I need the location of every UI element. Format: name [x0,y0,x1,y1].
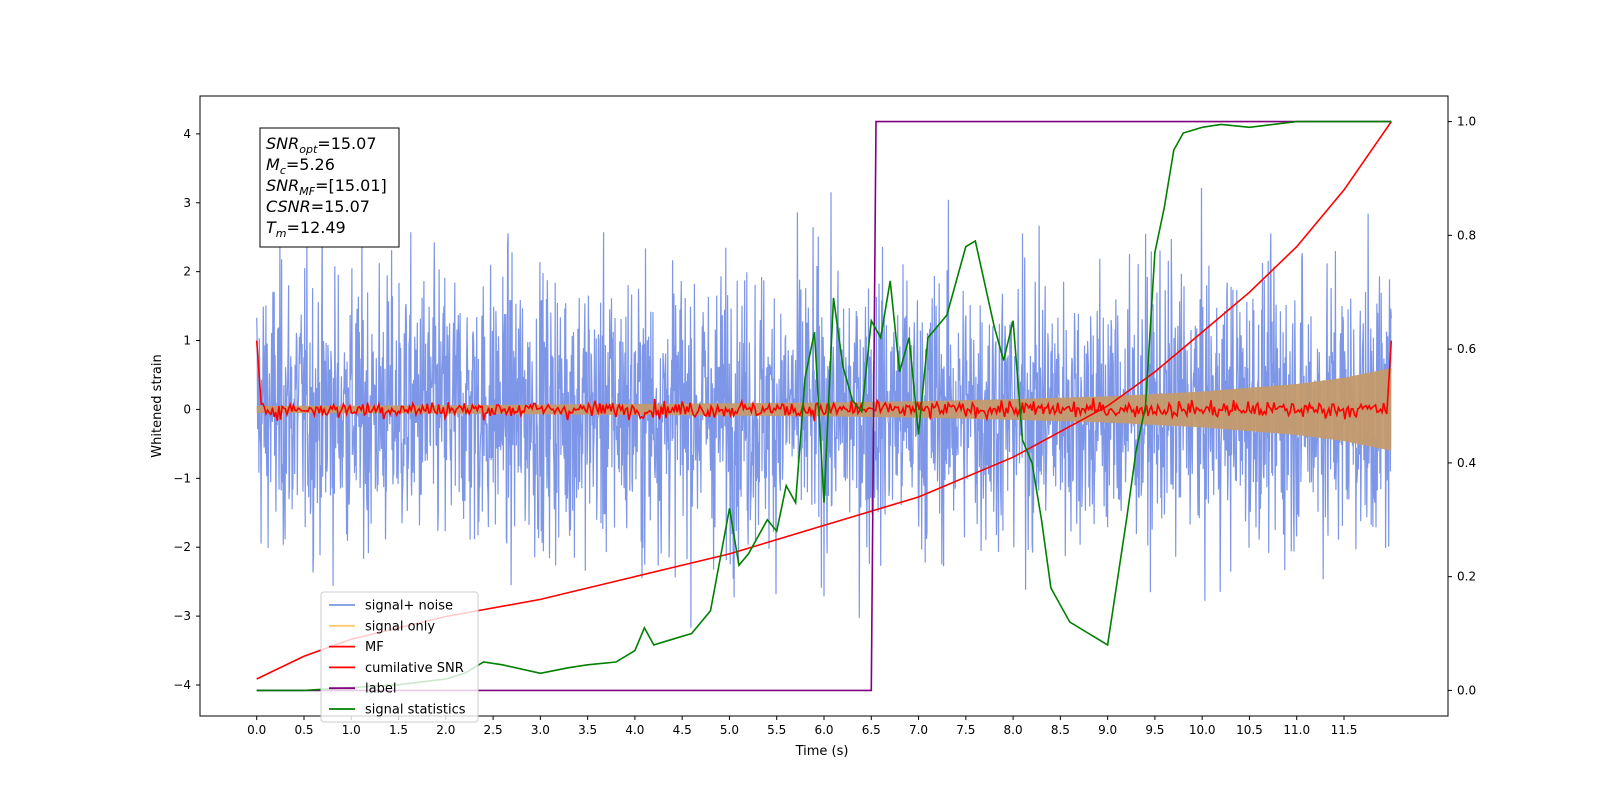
legend-label: label [365,682,396,697]
axis-ticks: 0.0 0.5 1.0 1.5 2.0 2.5 3.0 3.5 4.0 4.5 5.0 5.5 6.0 6… [173,115,1476,737]
x-tick-label: 9.5 [1145,723,1164,737]
x-tick-label: 10.5 [1236,723,1263,737]
y-tick-label: 0 [183,402,191,416]
y-tick-label: −3 [173,609,191,623]
legend-label: signal statistics [365,703,466,718]
x-axis-label: Time (s) [795,744,849,759]
legend-frame [320,591,479,723]
x-tick-label: 8.5 [1051,723,1070,737]
x-tick-label: 7.0 [909,723,928,737]
y-tick-label: 2 [183,265,191,279]
metrics-annotation-box: SNRopt=15.07Mc=5.26SNRMF=[15.01]CSNR=15.… [259,127,400,248]
x-tick-label: 4.0 [625,723,644,737]
legend: signal+ noise signal only MF cumilative SNR… [320,591,479,723]
x-tick-label: 7.5 [956,723,975,737]
y-tick-label: 3 [183,196,191,210]
x-tick-label: 3.5 [578,723,597,737]
x-tick-label: 10.0 [1189,723,1216,737]
x-tick-label: 11.5 [1331,723,1358,737]
y-tick-label: −2 [173,540,191,554]
y2-tick-label: 0.6 [1457,342,1476,356]
series-mf-line [255,340,1393,422]
y2-tick-label: 0.4 [1457,456,1476,470]
y-tick-label: −1 [173,471,191,485]
x-tick-label: 11.0 [1283,723,1310,737]
series-signal-only-band [256,368,1392,451]
annotation-line: Mc=5.26 [266,155,335,177]
series-signal-statistics-line [256,120,1392,692]
annotation-box-frame [259,127,400,248]
annotation-line: CSNR=15.07 [266,197,370,216]
x-tick-label: 0.5 [294,723,313,737]
x-tick-label: 4.5 [673,723,692,737]
x-tick-label: 9.0 [1098,723,1117,737]
legend-label: MF [365,640,384,655]
y-tick-label: −4 [173,678,191,692]
y2-tick-label: 1.0 [1457,115,1476,129]
y2-tick-label: 0.0 [1457,683,1476,697]
y2-tick-label: 0.2 [1457,570,1476,584]
annotation-line: Tm=12.49 [266,218,346,240]
y-tick-label: 4 [183,127,191,141]
x-tick-label: 2.5 [484,723,503,737]
y2-tick-label: 0.8 [1457,228,1476,242]
x-tick-label: 1.5 [389,723,408,737]
annotation-line: SNRMF=[15.01] [266,176,387,198]
x-tick-label: 5.0 [720,723,739,737]
legend-label: cumilative SNR [365,661,464,676]
legend-label: signal+ noise [365,599,453,614]
x-tick-label: 3.0 [531,723,550,737]
y-tick-label: 1 [183,334,191,348]
x-tick-label: 6.0 [814,723,833,737]
x-tick-label: 0.0 [247,723,266,737]
x-tick-label: 1.0 [342,723,361,737]
legend-label: signal only [365,619,435,634]
x-tick-label: 8.0 [1004,723,1023,737]
x-tick-label: 6.5 [862,723,881,737]
annotation-line: SNRopt=15.07 [266,134,377,156]
series-label-line [256,120,1392,692]
y-axis-label: Whitened strain [150,354,165,457]
x-tick-label: 5.5 [767,723,786,737]
x-tick-label: 2.0 [436,723,455,737]
